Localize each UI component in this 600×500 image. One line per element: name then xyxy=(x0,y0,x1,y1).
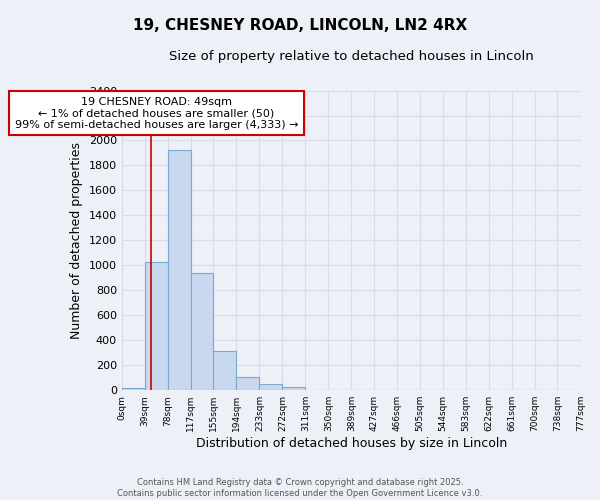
Bar xyxy=(236,377,259,390)
Title: Size of property relative to detached houses in Lincoln: Size of property relative to detached ho… xyxy=(169,50,533,63)
Bar xyxy=(214,351,236,390)
Bar xyxy=(168,150,191,390)
Text: 19, CHESNEY ROAD, LINCOLN, LN2 4RX: 19, CHESNEY ROAD, LINCOLN, LN2 4RX xyxy=(133,18,467,32)
Bar xyxy=(122,388,145,390)
X-axis label: Distribution of detached houses by size in Lincoln: Distribution of detached houses by size … xyxy=(196,437,507,450)
Text: 19 CHESNEY ROAD: 49sqm
← 1% of detached houses are smaller (50)
99% of semi-deta: 19 CHESNEY ROAD: 49sqm ← 1% of detached … xyxy=(14,96,298,130)
Bar xyxy=(283,387,305,390)
Text: Contains HM Land Registry data © Crown copyright and database right 2025.
Contai: Contains HM Land Registry data © Crown c… xyxy=(118,478,482,498)
Y-axis label: Number of detached properties: Number of detached properties xyxy=(70,142,83,339)
Bar xyxy=(191,273,214,390)
Bar xyxy=(145,262,168,390)
Bar xyxy=(259,384,283,390)
